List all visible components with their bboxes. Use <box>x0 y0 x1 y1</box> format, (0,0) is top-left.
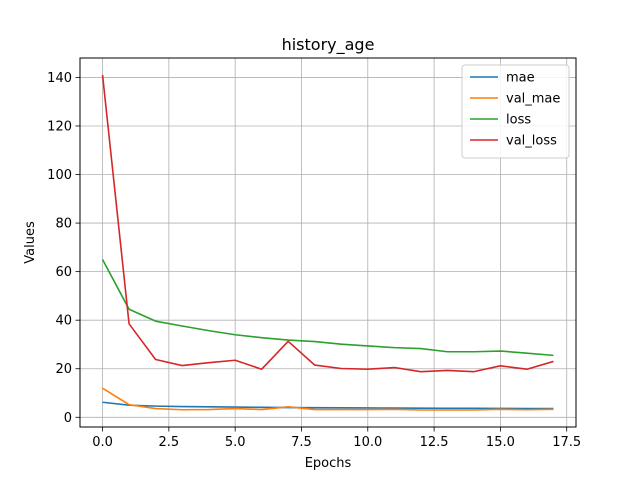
y-tick-label: 0 <box>64 411 72 426</box>
series-lines <box>101 74 554 411</box>
legend-label-val-loss: val_loss <box>506 134 557 149</box>
x-tick-label: 2.5 <box>159 435 180 450</box>
x-axis-title: Epochs <box>305 456 352 471</box>
x-tick-label: 17.5 <box>552 435 581 450</box>
x-tick-label: 5.0 <box>225 435 246 450</box>
y-tick-label: 140 <box>47 71 72 86</box>
y-axis-ticks: 0 20 40 60 80 100 120 140 <box>47 71 80 426</box>
y-tick-label: 120 <box>47 119 72 134</box>
legend-box <box>461 64 570 159</box>
x-tick-label: 0.0 <box>92 435 113 450</box>
legend-label-mae: mae <box>506 71 535 86</box>
y-tick-label: 80 <box>55 217 72 232</box>
x-tick-label: 15.0 <box>486 435 515 450</box>
chart-title: history_age <box>282 35 375 55</box>
mae-line <box>102 401 554 410</box>
legend-label-val-mae: val_mae <box>506 92 560 107</box>
y-tick-label: 100 <box>47 168 72 183</box>
plot-frame <box>79 57 577 428</box>
y-tick-label: 20 <box>55 362 72 377</box>
legend-label-loss: loss <box>506 113 531 128</box>
loss-line <box>101 259 554 357</box>
y-tick-label: 60 <box>55 265 72 280</box>
x-axis-ticks: 0.0 2.5 5.0 7.5 10.0 12.5 15.0 17.5 <box>92 427 581 450</box>
val-mae-line <box>102 387 554 411</box>
val-loss-line <box>101 74 554 373</box>
x-tick-label: 12.5 <box>420 435 449 450</box>
x-tick-label: 7.5 <box>291 435 312 450</box>
y-tick-label: 40 <box>55 314 72 329</box>
y-axis-title: Values <box>23 221 38 264</box>
x-tick-label: 10.0 <box>353 435 382 450</box>
